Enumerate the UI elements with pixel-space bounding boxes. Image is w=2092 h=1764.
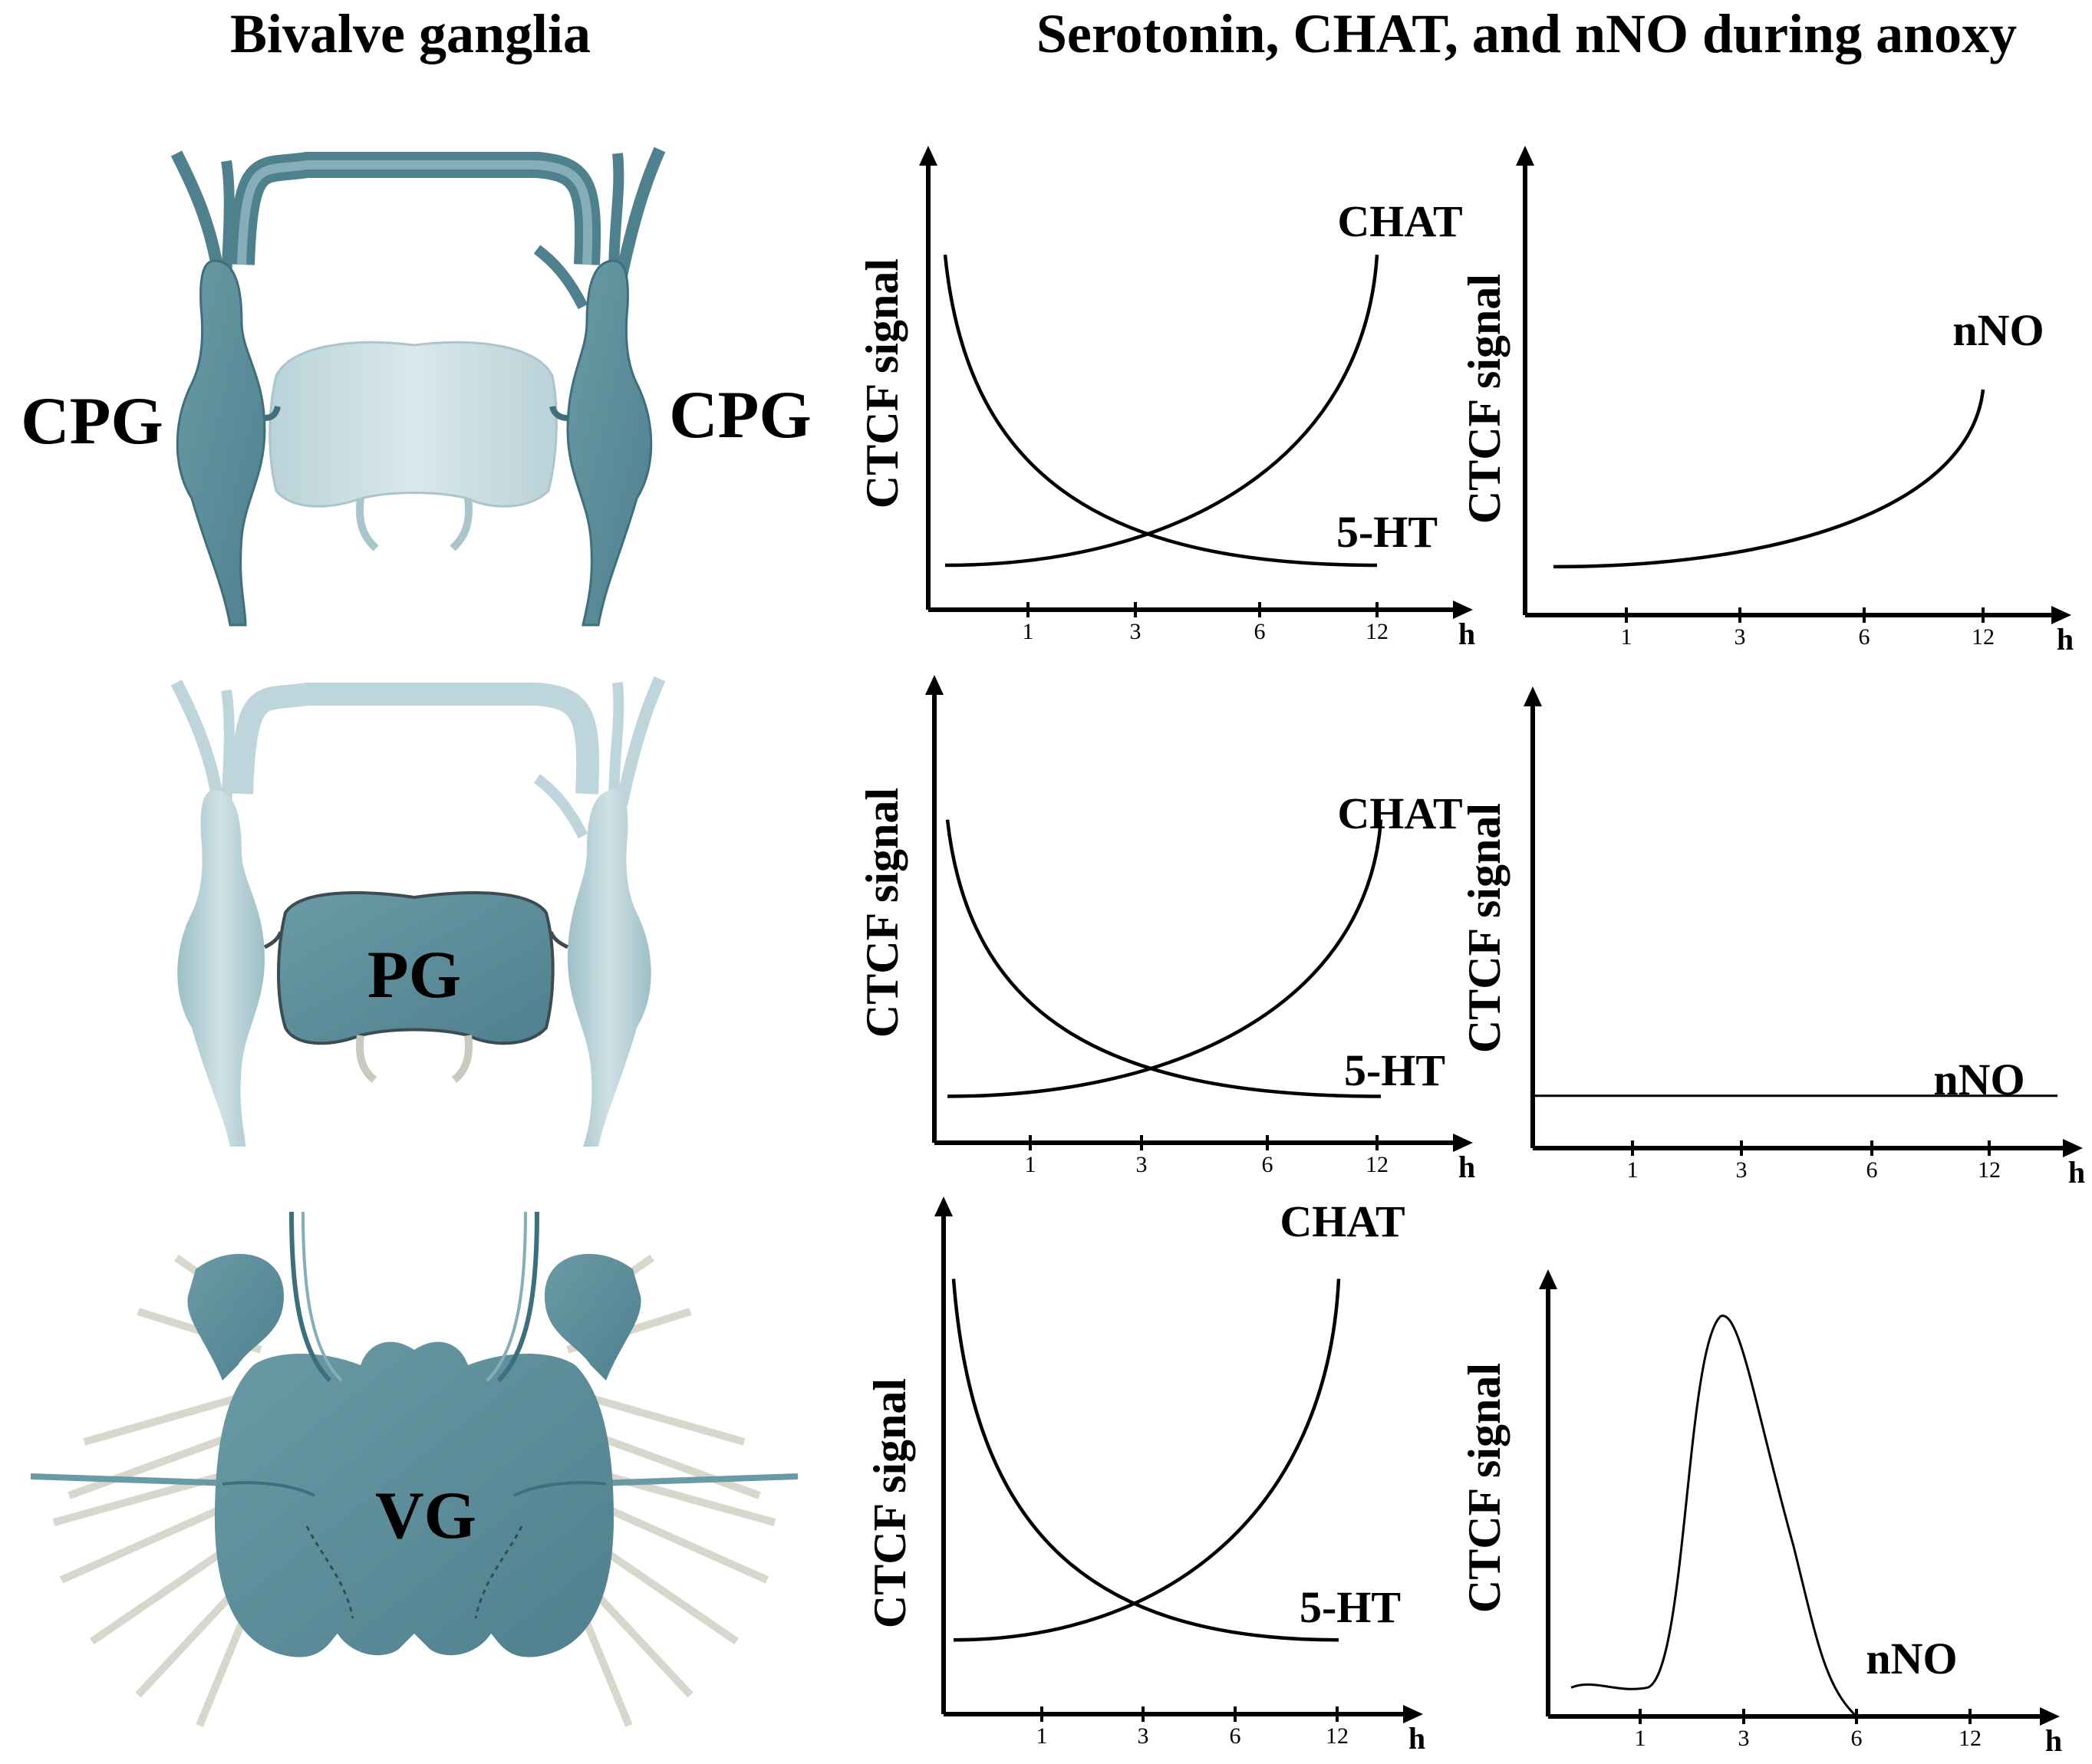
x-tick-label: 3 (1735, 624, 1746, 650)
ganglia-diagram-cpg: CPG CPG (21, 146, 812, 627)
x-axis-arrow (2051, 606, 2071, 624)
x-tick-label: 3 (1138, 1723, 1149, 1749)
chart-cpg-nno: 1 3 6 12 h CTCF signal nNO (1459, 146, 2074, 657)
commissure-nerve-faded (230, 683, 600, 795)
x-tick-label: 12 (1959, 1726, 1982, 1751)
y-axis-label: CTCF signal (1459, 1363, 1510, 1613)
series-line-chat (944, 255, 1379, 568)
x-tick-label: 6 (1254, 619, 1266, 644)
ganglia-diagram-vg: VG (30, 1211, 799, 1727)
series-label-5-ht: 5-HT (1336, 507, 1438, 557)
series-label-chat: CHAT (1280, 1196, 1405, 1246)
x-axis-arrow (1453, 601, 1473, 619)
x-unit-label: h (2045, 1723, 2062, 1758)
x-unit-label: h (1458, 1150, 1475, 1184)
right-heading: Serotonin, CHAT, and nNO during anoxy (1036, 3, 2017, 64)
cpg-right-ganglion-faded (568, 790, 651, 1147)
vg-left-lobe (187, 1253, 284, 1381)
x-tick-label: 1 (1627, 1157, 1639, 1183)
cpg-right-ganglion (566, 259, 653, 627)
y-axis-label: CTCF signal (865, 1378, 915, 1628)
chart-cpg-chat-5ht: 1 3 6 12 h CTCF signal CHAT 5-HT (857, 146, 1475, 651)
x-unit-label: h (1458, 617, 1475, 651)
left-heading: Bivalve ganglia (230, 3, 591, 64)
x-tick-label: 6 (1859, 624, 1870, 650)
x-tick-label: 1 (1023, 619, 1034, 644)
y-axis-arrow (1516, 146, 1534, 166)
x-tick-label: 3 (1130, 619, 1142, 644)
series-label-chat: CHAT (1337, 788, 1462, 838)
vg-right-lobe (545, 1253, 641, 1381)
x-tick-label: 12 (1366, 1152, 1389, 1177)
x-tick-label: 6 (1866, 1157, 1878, 1183)
series-line-5-ht (943, 254, 1378, 568)
cpg-right-label: CPG (669, 378, 812, 453)
x-unit-label: h (2057, 622, 2074, 657)
x-tick-label: 12 (1326, 1723, 1349, 1749)
y-axis-arrow (919, 146, 937, 166)
x-tick-label: 1 (1621, 624, 1632, 650)
pedal-ganglion-highlighted (277, 891, 555, 1045)
series-label-5-ht: 5-HT (1300, 1582, 1401, 1632)
series-label-chat: CHAT (1337, 196, 1462, 246)
x-tick-label: 1 (1025, 1152, 1036, 1177)
x-tick-label: 12 (1972, 624, 1995, 650)
y-axis-arrow (1524, 686, 1542, 706)
x-tick-label: 6 (1851, 1726, 1863, 1751)
chart-vg-chat-5ht: 1 3 6 12 h CTCF signal CHAT 5-HT (865, 1196, 1425, 1756)
y-axis-label: CTCF signal (857, 258, 908, 508)
y-axis-label: CTCF signal (857, 788, 908, 1038)
x-tick-label: 3 (1738, 1726, 1750, 1751)
pedal-ganglion (269, 341, 558, 508)
x-unit-label: h (2068, 1155, 2085, 1190)
pg-label: PG (367, 938, 461, 1012)
series-line-chat (953, 1279, 1341, 1642)
cpg-left-ganglion-faded (177, 790, 265, 1147)
x-tick-label: 3 (1136, 1152, 1148, 1177)
y-axis-arrow (934, 1196, 953, 1216)
y-axis-label: CTCF signal (1459, 274, 1510, 524)
series-label-5-ht: 5-HT (1344, 1045, 1445, 1095)
series-line-nno (1553, 389, 1985, 569)
series-line-chat (947, 819, 1383, 1098)
series-line-nno (1570, 1315, 1858, 1718)
x-tick-label: 1 (1036, 1723, 1048, 1749)
y-axis-label: CTCF signal (1459, 803, 1510, 1053)
commissure-nerve (229, 152, 601, 265)
cpg-left-label: CPG (21, 384, 163, 459)
series-label-nno: nNO (1866, 1634, 1957, 1683)
x-tick-label: 6 (1230, 1723, 1241, 1749)
x-tick-label: 12 (1366, 619, 1389, 644)
visceral-ganglion (215, 1341, 614, 1657)
x-axis-arrow (2063, 1139, 2083, 1157)
x-axis-arrow (1453, 1134, 1473, 1152)
series-line-5-ht (945, 819, 1382, 1098)
x-unit-label: h (1408, 1721, 1425, 1756)
x-axis-arrow (2040, 1707, 2060, 1726)
x-tick-label: 12 (1978, 1157, 2001, 1183)
chart-pg-chat-5ht: 1 3 6 12 h CTCF signal CHAT 5-HT (857, 675, 1475, 1184)
series-label-nno: nNO (1952, 305, 2044, 355)
series-line-5-ht (951, 1279, 1339, 1642)
x-tick-label: 3 (1736, 1157, 1748, 1183)
ganglia-diagram-pg: PG (170, 676, 666, 1147)
chart-vg-nno: 1 3 6 12 h CTCF signal nNO (1459, 1269, 2062, 1758)
vg-label: VG (375, 1479, 476, 1553)
y-axis-arrow (925, 675, 944, 695)
series-label-nno: nNO (1933, 1055, 2024, 1104)
x-axis-arrow (1403, 1705, 1423, 1723)
x-tick-label: 1 (1635, 1726, 1646, 1751)
x-tick-label: 6 (1262, 1152, 1273, 1177)
cpg-left-ganglion (176, 259, 266, 627)
chart-pg-nno: 1 3 6 12 h CTCF signal nNO (1459, 686, 2085, 1190)
y-axis-arrow (1539, 1269, 1557, 1289)
